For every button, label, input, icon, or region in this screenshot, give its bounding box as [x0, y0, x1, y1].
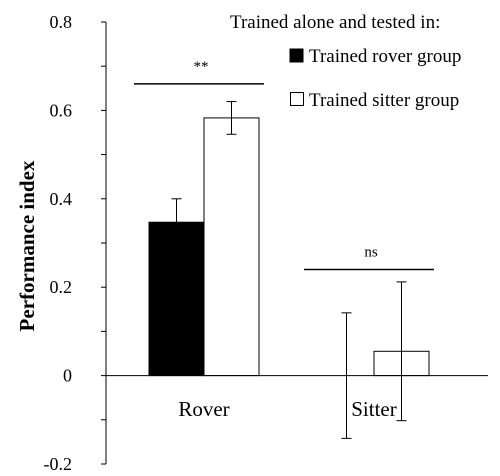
y-tick-label: -0.2	[44, 454, 73, 474]
significance-label: **	[194, 59, 209, 75]
y-tick-label: 0	[63, 366, 72, 386]
significance-annotations: ** ns	[134, 59, 434, 271]
bars	[148, 117, 430, 377]
legend-label-rover: Trained rover group	[309, 46, 461, 67]
y-tick-label: 0.4	[50, 189, 73, 209]
significance-label: ns	[364, 245, 378, 261]
y-axis-ticks: -0.2 0 0.2 0.4 0.6 0.8	[44, 12, 106, 474]
y-tick-label: 0.8	[50, 12, 73, 32]
legend-swatch-sitter	[290, 92, 304, 106]
y-tick-label: 0.6	[50, 100, 73, 120]
legend: Trained alone and tested in: Trained rov…	[230, 12, 461, 111]
category-labels: Rover Sitter	[178, 397, 396, 421]
legend-title: Trained alone and tested in:	[230, 12, 440, 33]
bar-rover-sitter-group	[203, 117, 260, 377]
legend-label-sitter: Trained sitter group	[309, 90, 459, 111]
bar-rover-rover-group	[148, 221, 205, 377]
y-tick-label: 0.2	[50, 277, 73, 297]
category-label-sitter: Sitter	[351, 397, 397, 421]
legend-swatch-rover	[289, 48, 304, 63]
y-axis-label: Performance index	[15, 160, 39, 331]
category-label-rover: Rover	[178, 397, 229, 421]
